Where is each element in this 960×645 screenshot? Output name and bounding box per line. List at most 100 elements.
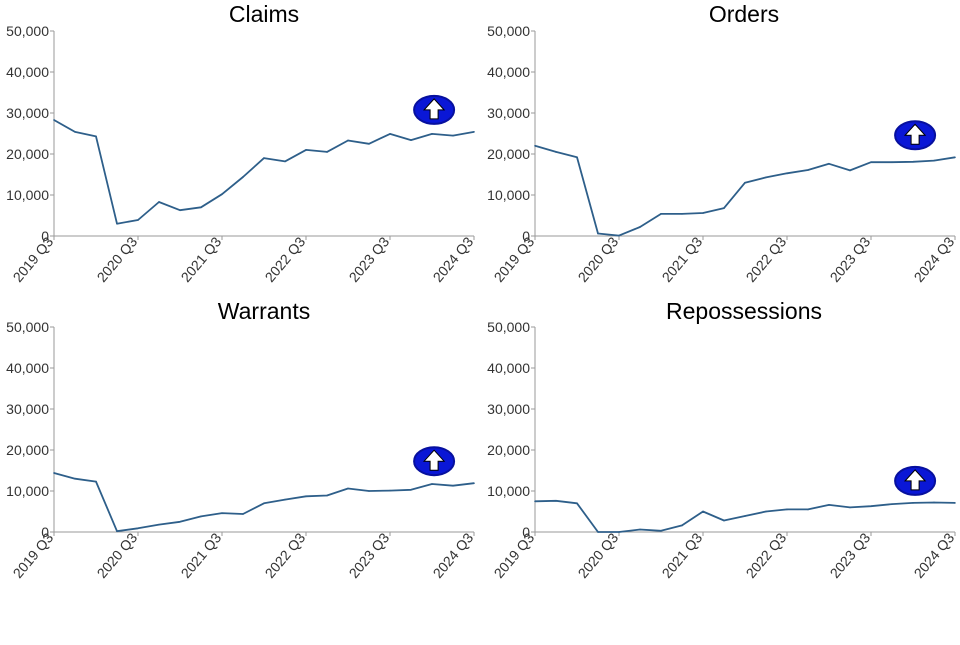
x-tick-label: 2020 Q3 <box>94 233 141 285</box>
x-tick-label: 2020 Q3 <box>575 233 622 285</box>
y-tick-label: 0 <box>41 524 49 540</box>
x-tick-label: 2023 Q3 <box>827 529 874 581</box>
data-point <box>807 169 809 171</box>
data-point <box>639 528 641 531</box>
data-point <box>95 480 97 483</box>
y-tick-label: 0 <box>41 228 49 244</box>
data-point <box>389 133 391 135</box>
chart-title: Claims <box>229 1 299 27</box>
x-tick-label: 2024 Q3 <box>911 529 958 581</box>
data-point <box>158 523 160 526</box>
data-point <box>137 219 139 221</box>
data-point <box>849 506 851 509</box>
trend-up-arrow-icon <box>894 120 937 151</box>
data-point <box>452 134 454 137</box>
y-tick-label: 30,000 <box>6 105 49 121</box>
data-point <box>933 501 935 504</box>
chart-title: Repossessions <box>666 298 822 324</box>
data-point <box>200 515 202 518</box>
x-tick-label: 2019 Q3 <box>10 529 57 581</box>
y-tick-label: 50,000 <box>6 23 49 39</box>
data-point <box>828 504 830 506</box>
x-tick-label: 2019 Q3 <box>491 529 538 581</box>
x-tick-label: 2019 Q3 <box>491 233 538 285</box>
data-point <box>723 207 725 209</box>
x-tick-label: 2024 Q3 <box>430 233 477 285</box>
data-point <box>891 503 893 505</box>
data-point <box>912 502 914 504</box>
data-point <box>305 149 307 151</box>
data-point <box>410 488 412 491</box>
data-point <box>786 172 788 175</box>
data-point <box>305 495 307 498</box>
data-point <box>326 494 328 497</box>
data-point <box>116 530 118 532</box>
data-point <box>452 484 454 487</box>
data-point <box>74 477 76 480</box>
data-point <box>389 489 391 492</box>
data-point <box>555 500 557 502</box>
data-point <box>137 527 139 530</box>
data-point <box>639 226 641 228</box>
trend-up-arrow-icon <box>894 465 937 496</box>
data-point <box>534 500 536 503</box>
x-tick-label: 2024 Q3 <box>430 529 477 581</box>
data-point <box>284 160 286 163</box>
y-tick-label: 20,000 <box>487 146 530 162</box>
data-point <box>200 206 202 209</box>
data-point <box>242 176 244 178</box>
x-tick-label: 2024 Q3 <box>911 233 958 285</box>
y-tick-label: 50,000 <box>487 23 530 39</box>
data-point <box>765 176 767 179</box>
data-point <box>870 505 872 507</box>
data-point <box>410 139 412 141</box>
data-point <box>431 483 433 485</box>
data-point <box>849 169 851 172</box>
y-tick-label: 30,000 <box>487 401 530 417</box>
data-point <box>534 145 536 147</box>
series-line-orders <box>534 144 956 237</box>
y-tick-label: 20,000 <box>487 442 530 458</box>
x-tick-label: 2023 Q3 <box>346 233 393 285</box>
data-point <box>618 234 620 237</box>
data-point <box>744 515 746 517</box>
data-point <box>284 498 286 501</box>
data-point <box>954 502 956 504</box>
data-point <box>660 213 662 215</box>
data-point <box>723 519 725 522</box>
y-tick-label: 10,000 <box>487 187 530 203</box>
x-tick-label: 2021 Q3 <box>659 233 706 285</box>
data-point <box>179 209 181 211</box>
data-point <box>53 472 55 474</box>
data-point <box>326 151 328 153</box>
x-tick-label: 2020 Q3 <box>575 529 622 581</box>
y-tick-label: 40,000 <box>6 64 49 80</box>
chart-title: Orders <box>709 1 779 27</box>
data-point <box>597 531 599 533</box>
data-point <box>53 119 55 121</box>
data-point <box>765 510 767 513</box>
data-point <box>347 487 349 490</box>
x-tick-label: 2022 Q3 <box>262 233 309 285</box>
y-tick-label: 30,000 <box>487 105 530 121</box>
y-tick-label: 10,000 <box>6 187 49 203</box>
y-tick-label: 0 <box>522 228 530 244</box>
x-tick-label: 2021 Q3 <box>659 529 706 581</box>
data-point <box>473 482 475 485</box>
data-point <box>702 510 704 513</box>
trend-up-arrow-icon <box>413 94 456 125</box>
data-point <box>74 131 76 133</box>
x-tick-label: 2019 Q3 <box>10 233 57 285</box>
data-point <box>912 160 914 163</box>
y-tick-label: 20,000 <box>6 146 49 162</box>
data-point <box>368 142 370 145</box>
data-point <box>807 508 809 511</box>
x-tick-label: 2023 Q3 <box>827 233 874 285</box>
chart-repossessions: Repossessions 0 10,000 20,000 30,000 40,000 50… <box>487 298 957 581</box>
x-tick-label: 2022 Q3 <box>743 233 790 285</box>
data-point <box>263 157 265 159</box>
data-point <box>828 163 830 165</box>
y-tick-label: 50,000 <box>487 319 530 335</box>
